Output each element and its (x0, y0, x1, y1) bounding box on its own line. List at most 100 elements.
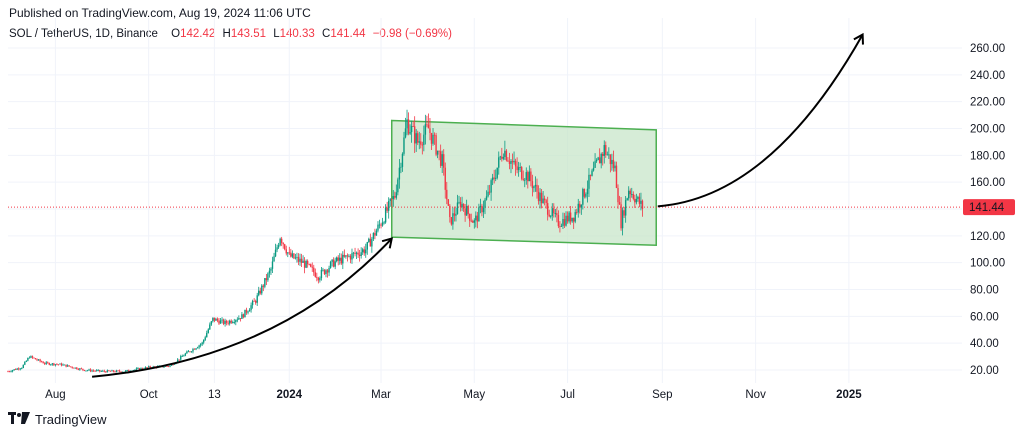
candle (73, 367, 75, 369)
x-tick-label: Aug (45, 389, 65, 401)
candle (348, 254, 350, 258)
candle (470, 213, 472, 223)
trend-arrow-1[interactable] (91, 237, 394, 378)
x-axis[interactable]: Aug Oct 13 2024 Mar May Jul Sep Nov 2025 (45, 389, 862, 401)
candle (358, 249, 361, 262)
candle (99, 369, 101, 373)
candle (314, 268, 316, 278)
candle (251, 299, 254, 309)
candle (48, 362, 50, 366)
y-tick-label: 120.00 (970, 231, 1005, 243)
candle (196, 346, 199, 349)
candle (245, 307, 248, 315)
candle (54, 364, 57, 367)
candle (282, 242, 284, 249)
candle (583, 188, 586, 199)
candle (89, 368, 92, 373)
candle (280, 236, 283, 247)
candle (141, 367, 144, 370)
candle (30, 355, 32, 359)
grid (8, 18, 962, 383)
candle (436, 150, 439, 159)
tradingview-brand[interactable]: TradingView (8, 412, 107, 427)
candle (456, 194, 459, 215)
candle (505, 149, 508, 162)
candle (387, 197, 390, 219)
candle (389, 197, 391, 207)
candle (259, 287, 261, 295)
candle (224, 318, 226, 327)
candle (343, 249, 346, 258)
candle (368, 237, 370, 243)
published-text: Published on TradingView.com, Aug 19, 20… (9, 6, 311, 20)
candle (519, 162, 521, 173)
candle (103, 369, 106, 373)
candle (88, 368, 90, 371)
candle (617, 184, 619, 209)
candle (409, 124, 411, 135)
candle (562, 212, 564, 230)
candle (13, 369, 15, 371)
candle (227, 320, 229, 326)
candle (574, 209, 576, 224)
candle (210, 320, 213, 326)
candle (76, 366, 78, 370)
candle (375, 228, 378, 236)
candle (66, 364, 69, 367)
candle (180, 354, 182, 361)
trend-arrows[interactable] (91, 32, 864, 378)
trend-arrow-2[interactable] (657, 32, 864, 208)
candle (602, 152, 604, 166)
candle (97, 369, 99, 372)
candle (265, 273, 268, 286)
close-label: C (322, 28, 331, 40)
close-value: 141.44 (330, 28, 366, 40)
candle (600, 152, 602, 169)
y-tick-label: 180.00 (970, 150, 1005, 162)
candle (537, 185, 540, 205)
candle (258, 286, 260, 297)
candle (319, 276, 321, 283)
candle (563, 212, 566, 228)
candle (550, 215, 552, 219)
arrowhead (381, 237, 394, 249)
candle (18, 367, 20, 371)
candle (421, 141, 424, 155)
candle (345, 255, 347, 259)
candle (202, 339, 205, 345)
candle (305, 259, 307, 269)
candle (534, 176, 537, 192)
candle (16, 367, 18, 370)
candle (612, 150, 615, 172)
candle (426, 115, 428, 128)
candle (242, 313, 245, 319)
candle (189, 351, 191, 353)
candle (430, 132, 433, 151)
candle (476, 211, 479, 229)
candle (106, 369, 109, 373)
candle (556, 207, 558, 223)
y-tick-label: 100.00 (970, 258, 1005, 270)
y-tick-label: 80.00 (970, 285, 999, 297)
candle (109, 370, 112, 372)
candle (37, 358, 40, 361)
candle (579, 200, 581, 214)
candle (80, 367, 83, 370)
candle (247, 310, 249, 315)
candle (228, 319, 231, 326)
candle (212, 317, 214, 323)
candle (25, 360, 28, 363)
candle (56, 363, 58, 366)
candle (588, 168, 590, 198)
candle (392, 190, 394, 207)
candle (510, 158, 512, 174)
candle (605, 141, 607, 158)
candle (499, 155, 501, 161)
candle (230, 319, 232, 324)
candle (291, 250, 294, 259)
candle (236, 317, 239, 323)
candle (453, 206, 456, 222)
candle (264, 278, 266, 289)
candle (542, 191, 544, 204)
